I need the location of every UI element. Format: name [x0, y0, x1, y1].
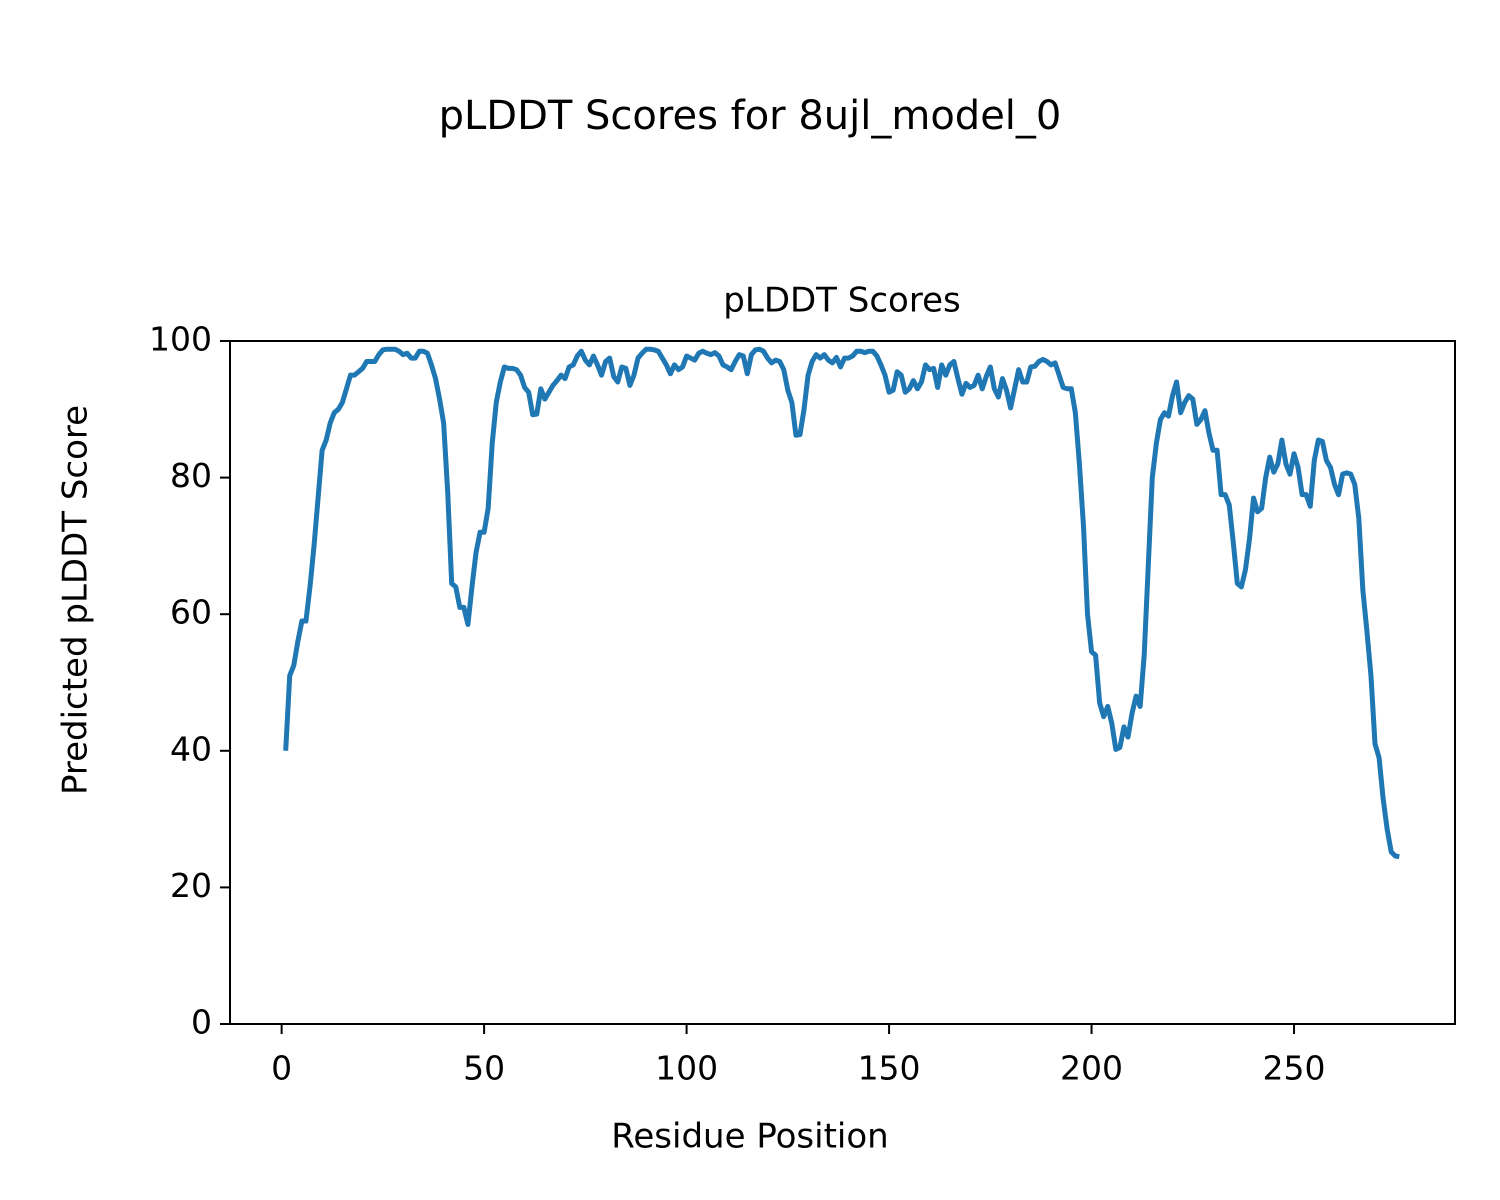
y-axis-label: Predicted pLDDT Score — [56, 405, 96, 795]
y-tick-label: 80 — [170, 456, 212, 495]
x-tick-label: 250 — [1263, 1049, 1326, 1088]
x-tick-label: 0 — [271, 1049, 292, 1088]
chart-title: pLDDT Scores — [723, 281, 960, 321]
y-tick-label: 0 — [191, 1003, 212, 1042]
suptitle: pLDDT Scores for 8ujl_model_0 — [439, 93, 1062, 139]
y-tick-label: 100 — [149, 320, 212, 359]
x-tick-label: 50 — [463, 1049, 505, 1088]
x-tick-label: 150 — [858, 1049, 921, 1088]
y-tick-label: 60 — [170, 593, 212, 632]
x-tick-label: 100 — [655, 1049, 718, 1088]
y-tick-label: 20 — [170, 866, 212, 905]
x-axis-label: Residue Position — [611, 1117, 888, 1157]
line-series — [283, 346, 1400, 860]
x-tick-label: 200 — [1060, 1049, 1123, 1088]
plot-frame — [229, 340, 1456, 1025]
y-tick-label: 40 — [170, 729, 212, 768]
